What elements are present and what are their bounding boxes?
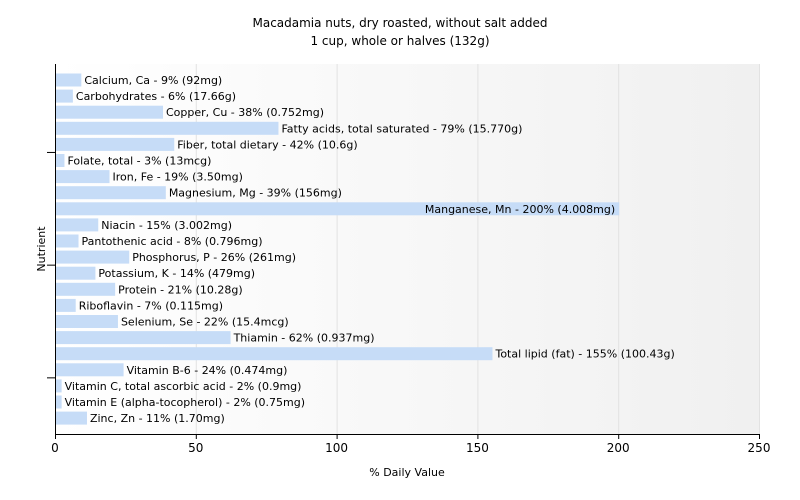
x-tick-label: 0 bbox=[51, 441, 59, 455]
bar bbox=[56, 266, 96, 280]
chart-title: Macadamia nuts, dry roasted, without sal… bbox=[252, 16, 547, 30]
bar-label: Calcium, Ca - 9% (92mg) bbox=[84, 74, 222, 87]
x-tick-label: 50 bbox=[188, 441, 203, 455]
x-tick-label: 250 bbox=[748, 441, 771, 455]
bar bbox=[56, 315, 118, 328]
bar-label: Selenium, Se - 22% (15.4mcg) bbox=[121, 316, 289, 329]
bar bbox=[56, 105, 164, 119]
x-tick-label: 100 bbox=[325, 441, 348, 455]
chart-subtitle: 1 cup, whole or halves (132g) bbox=[310, 34, 489, 48]
x-tick-label: 200 bbox=[607, 441, 630, 455]
plot-background bbox=[55, 64, 759, 434]
grid-lines bbox=[195, 64, 760, 434]
bar-label: Iron, Fe - 19% (3.50mg) bbox=[113, 171, 243, 184]
bar-label: Manganese, Mn - 200% (4.008mg) bbox=[425, 203, 615, 216]
bar-label: Magnesium, Mg - 39% (156mg) bbox=[169, 187, 342, 200]
bar-label: Fatty acids, total saturated - 79% (15.7… bbox=[281, 122, 522, 135]
bar-label: Fiber, total dietary - 42% (10.6g) bbox=[177, 138, 357, 151]
bar bbox=[56, 202, 620, 216]
y-axis-label: Nutrient bbox=[35, 226, 48, 272]
bar bbox=[56, 347, 493, 361]
bar bbox=[56, 282, 116, 296]
bar bbox=[56, 218, 99, 232]
bar bbox=[56, 89, 73, 103]
bar-label: Folate, total - 3% (13mcg) bbox=[67, 155, 211, 168]
bar bbox=[56, 234, 79, 248]
bar-label: Niacin - 15% (3.002mg) bbox=[101, 219, 232, 232]
bar-label: Total lipid (fat) - 155% (100.43g) bbox=[494, 348, 674, 361]
x-axis-label: % Daily Value bbox=[369, 466, 445, 479]
bar bbox=[56, 73, 82, 87]
bar-label: Pantothenic acid - 8% (0.796mg) bbox=[82, 235, 263, 248]
bar-label: Copper, Cu - 38% (0.752mg) bbox=[166, 106, 324, 119]
bar bbox=[56, 379, 62, 393]
bar bbox=[56, 170, 110, 184]
bar-label: Vitamin E (alpha-tocopherol) - 2% (0.75m… bbox=[65, 396, 305, 409]
bar bbox=[56, 363, 124, 377]
bar-label: Phosphorus, P - 26% (261mg) bbox=[132, 251, 296, 264]
bar bbox=[56, 137, 175, 151]
bar-label: Zinc, Zn - 11% (1.70mg) bbox=[90, 412, 225, 425]
bar bbox=[56, 331, 231, 345]
bar bbox=[56, 411, 87, 425]
bar-label: Vitamin B-6 - 24% (0.474mg) bbox=[127, 364, 288, 377]
axes: 0 50 100 150 200 250 bbox=[47, 64, 770, 455]
bar bbox=[56, 395, 62, 409]
bar-label: Carbohydrates - 6% (17.66g) bbox=[76, 90, 236, 103]
bar-label: Potassium, K - 14% (479mg) bbox=[98, 267, 255, 280]
bar bbox=[56, 121, 279, 135]
bar-label: Vitamin C, total ascorbic acid - 2% (0.9… bbox=[65, 380, 302, 393]
x-tick-label: 150 bbox=[466, 441, 489, 455]
bar bbox=[56, 186, 166, 200]
bar bbox=[56, 298, 76, 312]
bar bbox=[56, 154, 65, 167]
bar bbox=[56, 250, 130, 264]
bar-label: Thiamin - 62% (0.937mg) bbox=[233, 332, 375, 345]
bars: Calcium, Ca - 9% (92mg) Carbohydrates - 6… bbox=[56, 73, 675, 425]
bar-label: Protein - 21% (10.28g) bbox=[118, 283, 243, 296]
bar-label: Riboflavin - 7% (0.115mg) bbox=[79, 299, 223, 312]
